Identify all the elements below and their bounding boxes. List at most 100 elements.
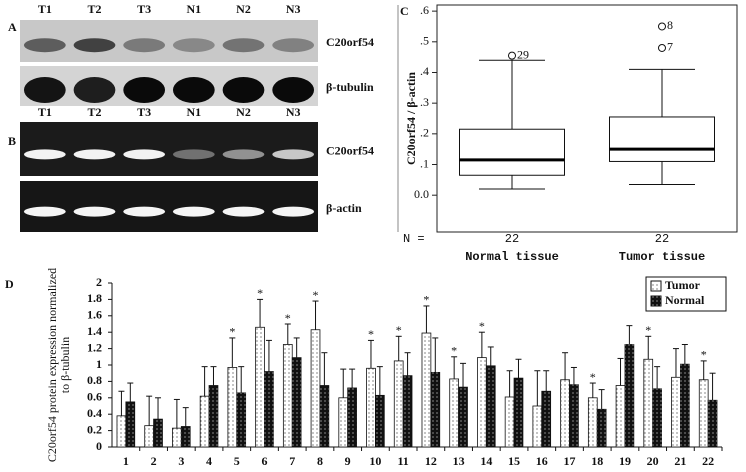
- bar-texture: [560, 379, 570, 447]
- significance-marker: *: [257, 286, 263, 300]
- x-tick-label: 18: [591, 454, 603, 468]
- box: [459, 128, 565, 176]
- x-tick-label: 2: [151, 454, 157, 468]
- outlier-label: 8: [667, 18, 673, 32]
- bar-texture: [375, 395, 385, 447]
- bar-texture: [624, 344, 634, 447]
- x-tick-label: 1: [123, 454, 129, 468]
- bar-texture: [421, 333, 431, 447]
- blot: [20, 20, 318, 62]
- outlier-label: 29: [517, 47, 529, 61]
- lane-label: T2: [87, 2, 101, 16]
- blot-row-label: C20orf54: [326, 35, 374, 49]
- blot-band: [123, 38, 166, 53]
- blot-band: [23, 77, 66, 103]
- blot-band: [172, 206, 215, 217]
- bar-texture: [643, 359, 653, 447]
- y-tick-label: .3: [420, 95, 429, 109]
- lane-label: N3: [286, 2, 301, 16]
- lane-label: N3: [286, 105, 301, 119]
- significance-marker: *: [590, 370, 596, 384]
- significance-marker: *: [229, 325, 235, 339]
- legend-label: Normal: [665, 293, 705, 307]
- y-axis-label: C20orf54 protein expression normalized: [45, 268, 59, 462]
- bar-texture: [458, 387, 468, 447]
- legend-swatch-texture: [651, 296, 661, 306]
- blot-row-label: β-actin: [326, 201, 362, 215]
- bar-texture: [255, 327, 265, 447]
- x-tick-label: 22: [702, 454, 714, 468]
- bar-texture: [588, 397, 598, 447]
- y-tick-label: 0.6: [87, 390, 102, 404]
- blot-band: [172, 77, 215, 103]
- bar-texture: [200, 396, 210, 447]
- blot-band: [222, 38, 265, 53]
- bar-texture: [569, 384, 579, 447]
- bar-texture: [532, 406, 542, 447]
- bar-texture: [283, 344, 293, 447]
- bar-texture: [394, 360, 404, 447]
- bar-texture: [292, 357, 302, 447]
- bar-texture: [514, 378, 523, 447]
- legend-swatch-texture: [651, 281, 661, 291]
- significance-marker: *: [451, 344, 457, 358]
- x-tick-label: 9: [345, 454, 351, 468]
- y-tick-label: 1.4: [87, 324, 102, 338]
- y-tick-label: .6: [420, 3, 429, 17]
- panel-label: D: [5, 277, 14, 291]
- blot-band: [23, 38, 66, 53]
- y-tick-label: 0.0: [414, 187, 429, 201]
- blot: [20, 122, 318, 176]
- bar-texture: [227, 367, 237, 447]
- bar-texture: [125, 401, 135, 447]
- x-tick-label: 11: [397, 454, 408, 468]
- panel-label: A: [8, 20, 17, 34]
- blot-band: [222, 206, 265, 217]
- x-tick-label: 21: [674, 454, 686, 468]
- y-tick-label: 1.8: [87, 291, 102, 305]
- n-label: N =: [403, 232, 425, 246]
- blot-band: [272, 38, 315, 53]
- lane-label: T3: [137, 105, 151, 119]
- blot-band: [172, 38, 215, 53]
- y-tick-label: 0.2: [87, 422, 102, 436]
- significance-marker: *: [701, 348, 707, 362]
- outlier: [508, 51, 516, 60]
- bar-texture: [403, 375, 413, 447]
- y-tick-label: .1: [420, 156, 429, 170]
- box: [609, 116, 715, 162]
- blot: [20, 66, 318, 106]
- blot-band: [73, 77, 116, 103]
- blot-band: [222, 77, 265, 103]
- bar-texture: [680, 364, 690, 447]
- blot-band: [73, 149, 116, 160]
- bar-texture: [616, 385, 625, 447]
- y-tick-label: 2: [96, 275, 102, 289]
- x-tick-label: 12: [425, 454, 437, 468]
- bar-texture: [172, 428, 182, 447]
- panel-label: C: [400, 4, 409, 18]
- bar-texture: [116, 415, 126, 447]
- y-tick-label: 1.2: [87, 340, 102, 354]
- x-tick-label: 8: [317, 454, 323, 468]
- bar-texture: [541, 391, 551, 447]
- outlier: [658, 43, 666, 52]
- blot: [20, 181, 318, 232]
- x-tick-label: 7: [289, 454, 295, 468]
- bar-texture: [144, 425, 154, 447]
- blot-band: [73, 38, 116, 53]
- blot-band: [172, 149, 215, 160]
- bar-texture: [449, 378, 459, 447]
- lane-label: T1: [38, 105, 52, 119]
- x-tick-label: Tumor tissue: [619, 250, 705, 264]
- x-tick-label: 6: [262, 454, 268, 468]
- bar-texture: [311, 329, 320, 447]
- x-tick-label: 17: [564, 454, 576, 468]
- y-tick-label: 1: [96, 357, 102, 371]
- lane-label: T3: [137, 2, 151, 16]
- significance-marker: *: [313, 288, 319, 302]
- bar-texture: [671, 377, 681, 447]
- y-tick-label: .5: [420, 34, 429, 48]
- lane-label: N1: [186, 2, 201, 16]
